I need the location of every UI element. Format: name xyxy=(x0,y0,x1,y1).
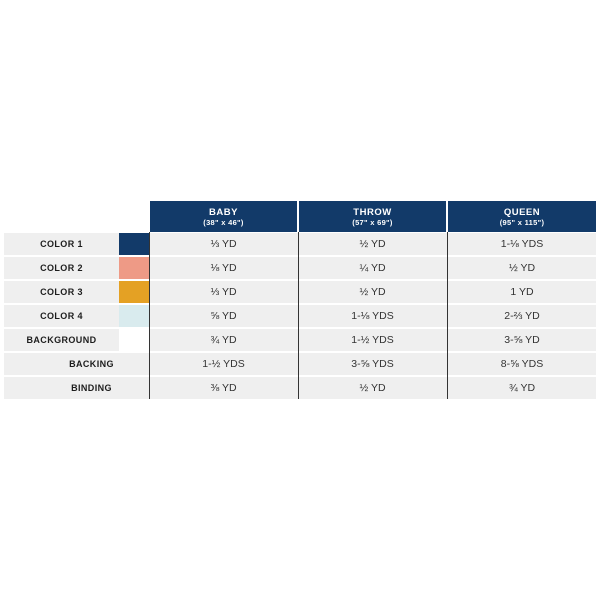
row-label: BACKING xyxy=(69,359,114,369)
row-label: COLOR 4 xyxy=(40,311,83,321)
row-label: COLOR 1 xyxy=(40,239,83,249)
column-header-name: THROW xyxy=(353,207,392,218)
cell-queen: ½ YD xyxy=(508,262,536,274)
column-header-size: (38" x 46") xyxy=(203,218,244,227)
cell-baby: 1-½ YDS xyxy=(202,358,245,370)
cell-baby: ⅓ YD xyxy=(210,238,237,250)
color-swatch xyxy=(119,233,149,255)
table-row-color-2: COLOR 2 ⅛ YD ¼ YD ½ YD xyxy=(4,257,596,279)
cell-baby: ⅜ YD xyxy=(210,382,237,394)
table-row-color-4: COLOR 4 ⅝ YD 1-⅛ YDS 2-⅔ YD xyxy=(4,305,596,327)
cell-baby: ¾ YD xyxy=(210,334,237,346)
column-divider xyxy=(149,232,150,399)
cell-throw: 3-⅝ YDS xyxy=(351,358,394,370)
color-swatch xyxy=(119,305,149,327)
table-row-color-3: COLOR 3 ⅓ YD ½ YD 1 YD xyxy=(4,281,596,303)
column-divider xyxy=(447,232,448,399)
cell-baby: ⅛ YD xyxy=(210,262,237,274)
row-label: COLOR 2 xyxy=(40,263,83,273)
cell-throw: ½ YD xyxy=(359,286,386,298)
column-header-size: (95" x 115") xyxy=(499,218,545,227)
column-header-throw: THROW (57" x 69") xyxy=(299,201,446,232)
cell-baby: ⅓ YD xyxy=(210,286,237,298)
column-header-baby: BABY (38" x 46") xyxy=(150,201,297,232)
row-label: BINDING xyxy=(71,383,112,393)
cell-throw: ½ YD xyxy=(359,382,386,394)
cell-queen: 1 YD xyxy=(510,286,534,298)
table-row-color-1: COLOR 1 ⅓ YD ½ YD 1-⅛ YDS xyxy=(4,233,596,255)
cell-throw: ½ YD xyxy=(359,238,386,250)
table-row-binding: BINDING ⅜ YD ½ YD ¾ YD xyxy=(4,377,596,399)
cell-queen: 2-⅔ YD xyxy=(504,310,540,322)
column-header-name: QUEEN xyxy=(503,207,541,218)
cell-queen: 8-⅝ YDS xyxy=(500,358,544,370)
color-swatch xyxy=(119,281,149,303)
color-swatch xyxy=(119,257,149,279)
cell-throw: ¼ YD xyxy=(359,262,386,274)
cell-baby: ⅝ YD xyxy=(210,310,237,322)
row-label: COLOR 3 xyxy=(40,287,83,297)
column-header-size: (57" x 69") xyxy=(352,218,393,227)
column-header-queen: QUEEN (95" x 115") xyxy=(448,201,596,232)
cell-throw: 1-⅛ YDS xyxy=(351,310,394,322)
row-label: BACKGROUND xyxy=(26,335,97,345)
column-header-name: BABY xyxy=(209,207,238,218)
table-row-backing: BACKING 1-½ YDS 3-⅝ YDS 8-⅝ YDS xyxy=(4,353,596,375)
cell-queen: 3-⅝ YD xyxy=(504,334,540,346)
table-row-background: BACKGROUND ¾ YD 1-½ YDS 3-⅝ YD xyxy=(4,329,596,351)
color-swatch xyxy=(119,329,149,351)
cell-queen: 1-⅛ YDS xyxy=(500,238,544,250)
cell-throw: 1-½ YDS xyxy=(351,334,394,346)
cell-queen: ¾ YD xyxy=(508,382,536,394)
column-divider xyxy=(298,232,299,399)
